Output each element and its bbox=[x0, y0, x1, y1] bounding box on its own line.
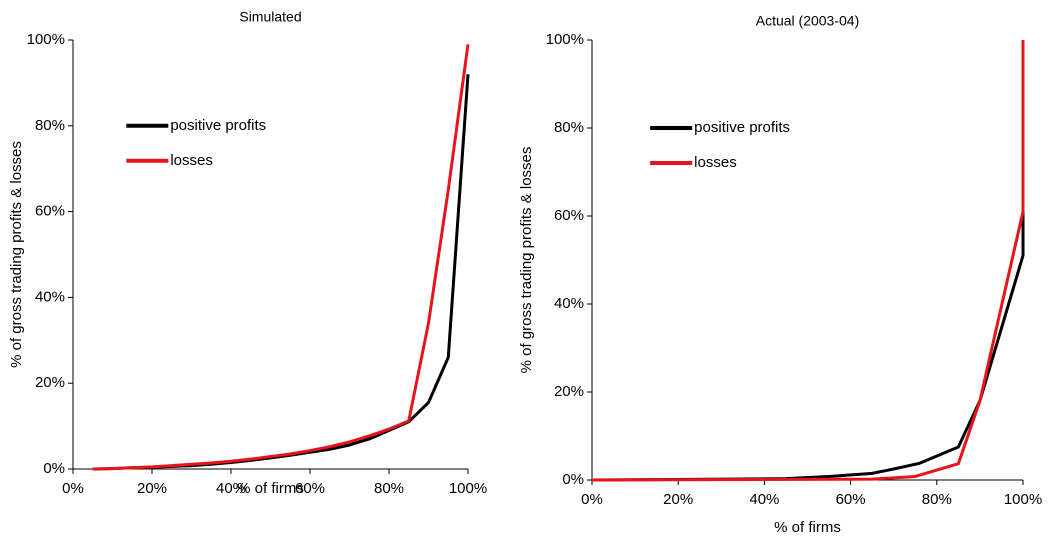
series-line bbox=[591, 40, 1025, 482]
y-tick-label: 20% bbox=[554, 383, 584, 400]
y-tick-label: 60% bbox=[554, 207, 584, 224]
x-tick-label: 20% bbox=[663, 491, 693, 508]
x-tick-label: 20% bbox=[137, 480, 167, 497]
y-tick-label: 100% bbox=[546, 31, 584, 48]
y-tick-label: 0% bbox=[562, 471, 584, 488]
x-tick-label: 80% bbox=[374, 480, 404, 497]
y-tick-label: 40% bbox=[554, 295, 584, 312]
x-tick-label: 60% bbox=[836, 491, 866, 508]
y-tick-label: 80% bbox=[35, 117, 65, 134]
x-axis-label: % of firms bbox=[237, 480, 304, 497]
y-tick-label: 100% bbox=[27, 31, 65, 48]
x-tick-label: 0% bbox=[62, 480, 84, 497]
y-tick-label: 0% bbox=[43, 460, 65, 477]
x-tick-label: 40% bbox=[216, 480, 246, 497]
x-tick-label: 100% bbox=[1004, 491, 1042, 508]
y-tick-label: 40% bbox=[35, 288, 65, 305]
x-tick-label: 100% bbox=[449, 480, 487, 497]
chart-title: Simulated bbox=[239, 9, 301, 25]
chart-title: Actual (2003-04) bbox=[756, 13, 860, 29]
x-axis-label: % of firms bbox=[774, 519, 841, 536]
legend-label: losses bbox=[694, 154, 737, 171]
x-tick-label: 0% bbox=[581, 491, 603, 508]
y-axis-label: % of gross trading profits & losses bbox=[8, 141, 25, 368]
series-line bbox=[591, 40, 1025, 482]
legend-label: positive profits bbox=[694, 119, 790, 136]
series-line bbox=[92, 44, 470, 471]
legend-label: losses bbox=[170, 152, 213, 169]
y-axis-label: % of gross trading profits & losses bbox=[518, 147, 535, 374]
y-tick-label: 80% bbox=[554, 119, 584, 136]
y-tick-label: 20% bbox=[35, 374, 65, 391]
x-tick-label: 40% bbox=[749, 491, 779, 508]
legend-label: positive profits bbox=[170, 117, 266, 134]
x-tick-label: 60% bbox=[295, 480, 325, 497]
x-tick-label: 80% bbox=[922, 491, 952, 508]
y-tick-label: 60% bbox=[35, 203, 65, 220]
